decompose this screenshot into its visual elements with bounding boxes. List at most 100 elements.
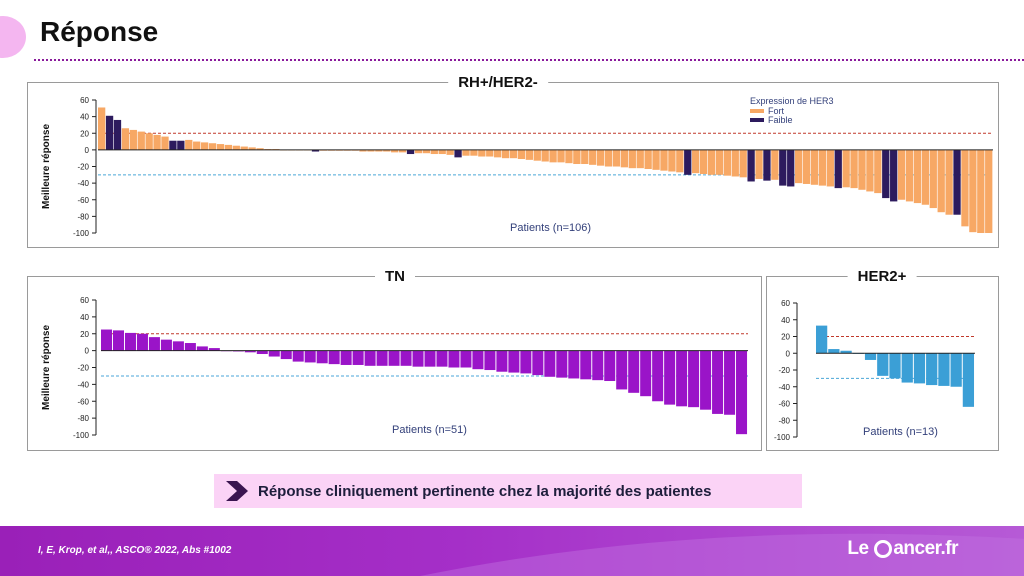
legend-swatch — [750, 109, 764, 113]
bar — [424, 350, 436, 367]
y-tick-label: -60 — [778, 400, 790, 409]
bar — [121, 128, 130, 150]
bar — [268, 350, 280, 357]
bar — [700, 350, 712, 410]
legend-title: Expression de HER3 — [750, 96, 834, 106]
bar — [565, 149, 573, 164]
bar — [304, 350, 316, 363]
bar — [858, 149, 866, 190]
bar — [105, 115, 114, 150]
bar — [462, 149, 470, 156]
bar — [668, 149, 676, 172]
y-tick-label: 60 — [80, 296, 89, 305]
bar — [763, 149, 771, 181]
bar — [430, 149, 438, 155]
chart-title-rh-her2: RH+/HER2- — [448, 74, 548, 91]
bar — [731, 149, 739, 177]
bar — [454, 149, 462, 158]
bar — [842, 149, 850, 188]
bar — [422, 149, 431, 154]
bar — [712, 350, 724, 414]
bar — [953, 149, 961, 215]
bar — [148, 337, 160, 351]
bar — [486, 149, 494, 157]
y-tick-label: -100 — [73, 229, 90, 238]
legend-swatch — [750, 118, 764, 122]
bar — [184, 343, 196, 351]
bar — [568, 350, 580, 379]
y-tick-label: -60 — [77, 397, 89, 406]
bar — [388, 350, 400, 366]
bar — [496, 350, 508, 372]
y-tick-label: 60 — [80, 96, 89, 105]
y-tick-label: 20 — [80, 129, 89, 138]
y-tick-label: 40 — [80, 113, 89, 122]
bar — [398, 149, 407, 153]
y-tick-label: 40 — [80, 313, 89, 322]
bar — [684, 149, 692, 175]
bar — [913, 353, 926, 384]
bar — [688, 350, 700, 408]
y-tick-label: -20 — [77, 364, 89, 373]
brand-logo[interactable]: Le ancer.fr — [847, 538, 958, 560]
bar — [414, 149, 423, 154]
bar — [549, 149, 557, 163]
bar — [533, 149, 541, 161]
bar — [200, 142, 209, 150]
bar — [136, 333, 148, 351]
bar — [185, 139, 193, 150]
bar — [616, 350, 628, 390]
bar — [541, 149, 549, 162]
bar — [391, 149, 399, 153]
bar — [161, 136, 169, 150]
bar — [193, 141, 201, 150]
bar — [676, 350, 688, 407]
brand-c-icon — [874, 540, 893, 558]
y-axis-label: Meilleure réponse — [41, 124, 52, 209]
y-tick-label: -20 — [77, 163, 89, 172]
chart-panel-tn: TN 60 40 20 0 -20 -40 -60 -80 -100 Meilleure répo… — [27, 268, 762, 451]
bar — [376, 350, 388, 366]
waterfall-chart-rh-her2: 60 40 20 0 -20 -40 -60 -80 -100 Meilleure réponse… — [41, 96, 993, 238]
bar — [129, 129, 137, 150]
bar — [660, 149, 668, 171]
bar — [628, 350, 640, 393]
bar — [340, 350, 352, 365]
callout-text: Réponse cliniquement pertinente chez la … — [258, 483, 712, 500]
bar — [412, 350, 424, 367]
bar — [196, 346, 208, 351]
bar — [640, 350, 652, 397]
bar — [747, 149, 755, 182]
bar — [889, 353, 901, 379]
bar — [596, 149, 605, 166]
citation-text: I, E, Krop, et al,, ASCO® 2022, Abs #100… — [38, 545, 232, 556]
bar — [509, 149, 518, 159]
bar — [882, 149, 890, 199]
bar — [216, 144, 225, 150]
bar — [352, 350, 364, 365]
bar — [478, 149, 486, 157]
chart-title-tn: TN — [375, 268, 415, 285]
bar — [517, 149, 526, 160]
bar — [532, 350, 544, 376]
title-divider — [34, 59, 1024, 61]
bar — [969, 149, 977, 233]
y-tick-label: -80 — [778, 416, 790, 425]
bar — [508, 350, 520, 373]
y-tick-label: 0 — [85, 146, 90, 155]
bar — [460, 350, 472, 368]
bar — [676, 149, 684, 173]
bar — [977, 149, 985, 234]
y-tick-label: -40 — [77, 380, 89, 389]
bar — [172, 341, 184, 351]
y-tick-label: -20 — [778, 366, 790, 375]
bar — [280, 350, 292, 360]
bar — [101, 329, 113, 351]
bar — [771, 149, 779, 180]
brand-suffix: ancer.fr — [893, 538, 958, 559]
bar — [620, 149, 629, 168]
bar — [779, 149, 787, 186]
bar — [905, 149, 914, 202]
bar — [890, 149, 898, 202]
bar — [636, 149, 644, 169]
